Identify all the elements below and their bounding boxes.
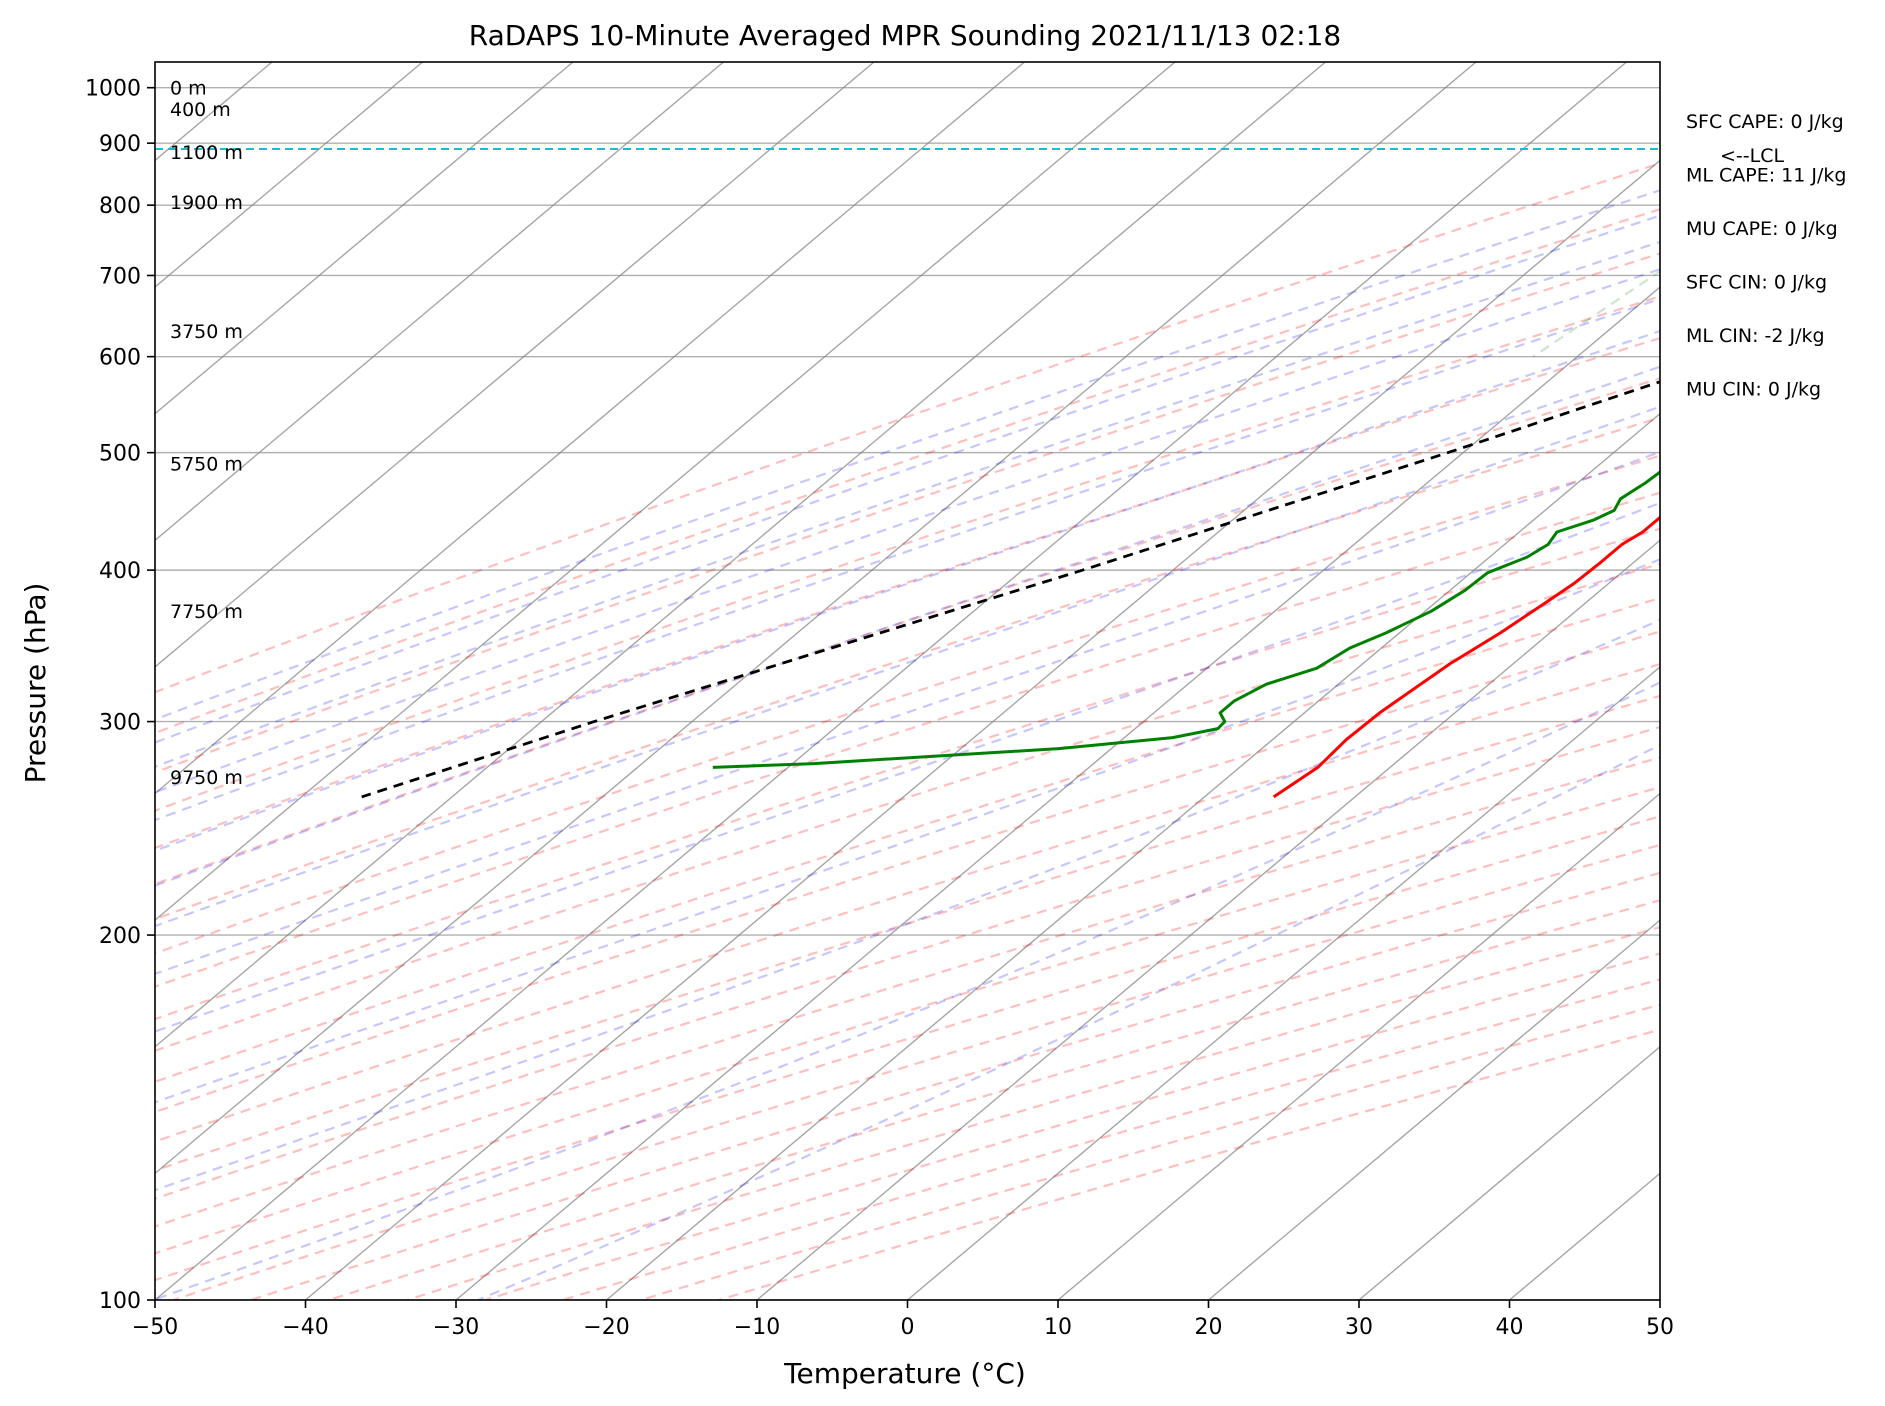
chart-title: RaDAPS 10-Minute Averaged MPR Sounding 2…: [469, 19, 1341, 52]
isotherm-line: [155, 62, 1176, 922]
y-tick-label: 100: [99, 1289, 141, 1314]
moist-adiabat-line: [155, 329, 1660, 852]
moist-adiabat-line: [155, 365, 1660, 887]
x-tick-label: 40: [1496, 1315, 1524, 1340]
isotherm-line: [606, 412, 1660, 1300]
isotherm-line: [907, 665, 1660, 1300]
isotherm-line: [155, 62, 724, 542]
dry-adiabat-line: [155, 562, 1660, 1052]
isotherm-line: [1208, 919, 1660, 1300]
x-tick-label: −30: [433, 1315, 479, 1340]
moist-adiabat-line: [155, 268, 1660, 794]
dry-adiabat-line: [155, 208, 1660, 735]
dry-adiabat-line: [328, 899, 1660, 1300]
x-tick-label: 20: [1195, 1315, 1223, 1340]
dry-adiabat-line: [155, 377, 1660, 886]
stat-annotation: MU CIN: 0 J/kg: [1686, 379, 1821, 401]
stats-annotations: SFC CAPE: 0 J/kg ML CAPE: 11 J/kg MU CAPE:…: [1686, 111, 1846, 401]
y-tick-label: 300: [99, 711, 141, 736]
isotherm-line: [155, 62, 875, 668]
dry-adiabat-line: [155, 815, 1660, 1282]
height-label: 0 m: [170, 78, 207, 100]
y-tick-label: 700: [99, 264, 141, 289]
isotherm-line: [155, 62, 1627, 1300]
axes-frame: [154, 61, 1661, 1301]
temperature-line: [1272, 515, 1660, 799]
x-tick-label: −40: [282, 1315, 328, 1340]
stat-annotation: SFC CIN: 0 J/kg: [1686, 272, 1827, 294]
y-axis-title: Pressure (hPa): [19, 583, 52, 784]
y-tick-label: 800: [99, 194, 141, 219]
y-tick-label: 1000: [85, 77, 141, 102]
mixing-ratio-line: [1879, 62, 1885, 357]
isotherm-line: [1057, 792, 1660, 1300]
isotherm-line: [1659, 1299, 1660, 1300]
dry-adiabat-line: [155, 336, 1660, 850]
isotherm-line: [305, 159, 1660, 1300]
mixing-ratio-line: [1532, 269, 1660, 358]
moist-adiabat-line: [155, 558, 1660, 1104]
height-label: 9750 m: [170, 767, 243, 789]
isotherm-line: [155, 62, 1477, 1175]
moist-adiabat-line: [155, 405, 1660, 928]
moist-adiabat-line: [155, 501, 1660, 1033]
dry-adiabat-line: [155, 786, 1660, 1255]
x-tick-label: −20: [583, 1315, 629, 1340]
moist-adiabat-line: [155, 297, 1660, 822]
moist-adiabat-line: [155, 214, 1660, 744]
height-label: 1900 m: [170, 192, 243, 214]
x-tick-label: −10: [734, 1315, 780, 1340]
isotherm-line: [455, 286, 1660, 1300]
isotherm-line: [155, 62, 574, 415]
x-axis-title: Temperature (°C): [783, 1357, 1026, 1390]
height-label: 1100 m: [170, 142, 243, 164]
y-tick-label: 400: [99, 559, 141, 584]
stat-annotation: MU CAPE: 0 J/kg: [1686, 218, 1838, 240]
y-tick-label: 200: [99, 924, 141, 949]
dry-adiabat-line: [155, 527, 1660, 1021]
dry-adiabat-line: [155, 295, 1660, 812]
y-tick-label: 600: [99, 346, 141, 371]
dry-adiabat-line: [718, 1028, 1660, 1300]
height-label: 400 m: [170, 99, 231, 121]
dry-adiabat-line: [155, 596, 1660, 1083]
moist-adiabat-line: [155, 189, 1660, 721]
stat-annotation: ML CIN: -2 J/kg: [1686, 325, 1825, 347]
dry-adiabat-line: [155, 756, 1660, 1228]
plot-area: [155, 62, 1885, 1300]
isotherm-line: [155, 62, 423, 288]
dry-adiabat-line: [172, 843, 1660, 1300]
dry-adiabat-line: [562, 978, 1660, 1300]
x-tick-label: 0: [901, 1315, 915, 1340]
dry-adiabat-line: [155, 630, 1660, 1114]
x-tick-label: 10: [1044, 1315, 1072, 1340]
dry-adiabat-line: [155, 252, 1660, 774]
x-tick-label: 50: [1646, 1315, 1674, 1340]
height-label: 7750 m: [170, 601, 243, 623]
lcl-label: <--LCL: [1720, 145, 1784, 167]
dry-adiabat-line: [155, 662, 1660, 1143]
moist-adiabat-line: [477, 743, 1660, 1300]
parcel-line: [361, 380, 1660, 799]
moist-adiabat-line: [155, 450, 1660, 976]
isotherm-line: [155, 62, 1326, 1048]
y-tick-label: 900: [99, 132, 141, 157]
mixing-ratio-line: [1682, 62, 1885, 357]
moist-adiabat-line: [155, 681, 1660, 1300]
isotherm-line: [1358, 1045, 1660, 1300]
isotherm-line: [756, 539, 1660, 1300]
height-label: 3750 m: [170, 321, 243, 343]
stat-annotation: ML CAPE: 11 J/kg: [1686, 165, 1846, 187]
stat-annotation: SFC CAPE: 0 J/kg: [1686, 111, 1844, 133]
dry-adiabat-line: [155, 416, 1660, 921]
x-tick-label: −50: [132, 1315, 178, 1340]
y-tick-label: 500: [99, 442, 141, 467]
dewpoint-line: [712, 470, 1660, 769]
height-label: 5750 m: [170, 453, 243, 475]
isotherm-line: [1509, 1172, 1660, 1300]
x-tick-label: 30: [1345, 1315, 1373, 1340]
isotherm-line: [155, 62, 1025, 795]
mixing-ratio-line: [1804, 62, 1885, 357]
